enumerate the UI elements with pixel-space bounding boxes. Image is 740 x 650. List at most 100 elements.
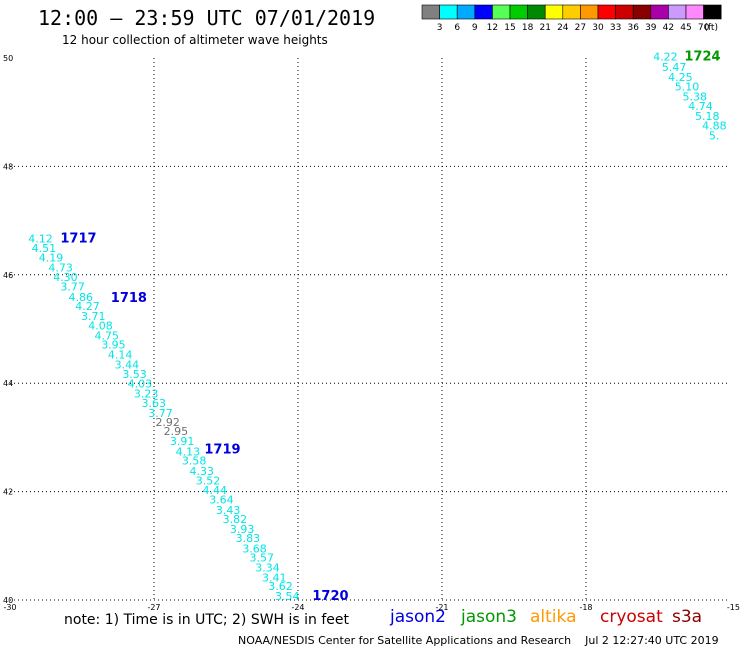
pass-time-label: 1718: [111, 291, 147, 306]
legend-swatch: [492, 4, 511, 20]
swh-value: 3.52: [196, 475, 221, 488]
swh-value: 4.86: [69, 291, 94, 304]
satellite-jason2: jason2: [390, 607, 446, 627]
footer-credit: NOAA/NESDIS Center for Satellite Applica…: [238, 634, 719, 647]
swh-value: 5.47: [662, 61, 687, 74]
swh-value: 4.25: [668, 71, 693, 84]
swh-value: 4.88: [702, 120, 727, 133]
legend-swatch: [509, 4, 528, 20]
legend-swatch: [439, 4, 458, 20]
swh-value: 3.64: [209, 494, 234, 507]
x-tick-label: -18: [579, 603, 592, 612]
swh-value: 3.83: [236, 532, 261, 545]
swh-value: 3.63: [142, 397, 167, 410]
swh-value: 3.41: [262, 572, 287, 585]
legend-swatch: [650, 4, 669, 20]
legend-label: 39: [645, 23, 657, 33]
swh-value: 2.92: [155, 416, 180, 429]
swh-value: 5.: [709, 129, 720, 142]
color-legend: 3 6 9 12 15 18 21 24 27 30 33 36 39 42 45 70(ft): [421, 4, 722, 33]
legend-label: 24: [557, 23, 569, 33]
page-title: 12:00 — 23:59 UTC 07/01/2019: [38, 6, 376, 30]
swh-value: 3.82: [223, 513, 248, 526]
timestamp: Jul 2 12:27:40 UTC 2019: [585, 634, 719, 647]
legend-swatch: [544, 4, 564, 20]
swh-value: 4.03: [128, 378, 153, 391]
satellite-cryosat: cryosat: [600, 607, 663, 627]
legend-label: 21: [539, 23, 550, 33]
swh-value: 3.77: [148, 407, 173, 420]
legend-swatch: [685, 4, 704, 20]
x-tick-label: -21: [435, 603, 448, 612]
swh-value: 4.22: [653, 51, 678, 64]
y-tick-label: 50: [3, 54, 13, 63]
swh-value: 3.95: [101, 339, 126, 352]
grid: [10, 58, 730, 601]
legend-label: 15: [504, 23, 515, 33]
legend-label: 18: [522, 23, 534, 33]
legend-label: 12: [487, 23, 498, 33]
y-tick-label: 42: [3, 488, 13, 497]
legend-swatch: [456, 4, 476, 20]
legend-swatch: [632, 4, 652, 20]
x-tick-label: -27: [147, 603, 160, 612]
satellite-s3a: s3a: [672, 607, 703, 627]
x-tick-label: -15: [727, 603, 740, 612]
pass-time-label: 1720: [312, 589, 348, 604]
pass-time-label: 1724: [684, 50, 720, 65]
axis-ticks: -30 -27 -24 -21 -18 -15 40 42 44 46 48 50: [3, 54, 740, 612]
legend-label: 9: [472, 23, 478, 33]
legend-swatch: [668, 4, 687, 20]
legend-swatch: [421, 4, 440, 20]
legend-label: 30: [592, 23, 604, 33]
swh-value: 5.10: [675, 81, 700, 94]
time-labels: 1717 1718 1719 1720 1724: [60, 50, 720, 604]
swh-value: 4.33: [190, 465, 215, 478]
pass-time-label: 1717: [60, 231, 96, 246]
swh-value: 4.74: [688, 100, 713, 113]
data-points: 4.124.514.194.734.303.774.864.273.714.08…: [28, 51, 726, 603]
swh-value: 3.43: [216, 504, 241, 517]
swh-value: 3.57: [250, 552, 275, 565]
swh-value: 3.68: [242, 542, 267, 555]
legend-unit: (ft): [704, 23, 718, 33]
swh-value: 5.38: [682, 90, 707, 103]
swh-value: 3.44: [115, 359, 140, 372]
swh-value: 4.51: [32, 242, 56, 255]
swh-value: 3.62: [268, 580, 293, 593]
satellite-jason3: jason3: [461, 607, 517, 627]
swh-value: 3.93: [230, 523, 255, 536]
y-tick-label: 40: [3, 596, 13, 605]
swh-value: 4.73: [48, 262, 73, 275]
credit-text: NOAA/NESDIS Center for Satellite Applica…: [238, 634, 572, 647]
swh-value: 2.95: [164, 425, 189, 438]
swh-value: 3.77: [60, 281, 85, 294]
swh-value: 3.71: [81, 310, 106, 323]
swh-value: 5.18: [695, 110, 720, 123]
legend-label: 70: [698, 23, 710, 33]
legend-label: 42: [663, 23, 674, 33]
legend-swatch: [527, 4, 546, 20]
legend-label: 36: [627, 23, 639, 33]
legend-swatch: [597, 4, 616, 20]
legend-label: 6: [454, 23, 460, 33]
swh-value: 4.27: [75, 300, 100, 313]
legend-label: 27: [575, 23, 586, 33]
y-tick-label: 48: [3, 162, 13, 171]
legend-swatch: [562, 4, 581, 20]
swh-value: 4.75: [94, 329, 119, 342]
x-tick-label: -30: [3, 603, 16, 612]
legend-swatch: [703, 4, 722, 20]
pass-time-label: 1719: [204, 443, 240, 458]
swh-value: 4.08: [88, 320, 113, 333]
swh-value: 4.44: [202, 484, 227, 497]
legend-label: 45: [680, 23, 691, 33]
footer-note: note: 1) Time is in UTC; 2) SWH is in fe…: [64, 612, 350, 628]
satellite-altika: altika: [530, 607, 577, 627]
swh-value: 4.30: [53, 271, 77, 284]
swh-value: 3.23: [134, 387, 159, 400]
legend-label: 33: [610, 23, 621, 33]
swh-value: 3.53: [122, 368, 147, 381]
swh-value: 3.54: [275, 590, 300, 603]
